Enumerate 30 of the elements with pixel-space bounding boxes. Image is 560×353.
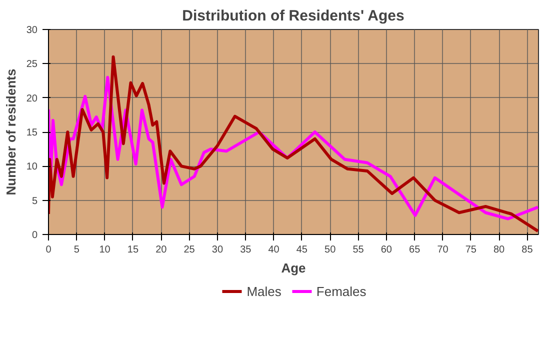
x-tick-label: 0 bbox=[46, 244, 52, 256]
x-tick-label: 55 bbox=[352, 244, 364, 256]
y-axis-title: Number of residents bbox=[3, 68, 18, 196]
y-tick-label: 15 bbox=[26, 128, 38, 138]
y-tick-label: 20 bbox=[26, 93, 38, 104]
x-tick-label: 35 bbox=[240, 244, 252, 256]
x-tick-label: 65 bbox=[409, 244, 421, 256]
x-tick-label: 30 bbox=[212, 244, 224, 256]
x-tick-label: 25 bbox=[184, 244, 196, 256]
chart-title: Distribution of Residents' Ages bbox=[182, 8, 404, 24]
y-tick-label: 30 bbox=[26, 25, 38, 36]
y-tick-label: 0 bbox=[32, 230, 38, 241]
x-tick-label: 50 bbox=[324, 244, 336, 256]
y-tick-label: 10 bbox=[26, 162, 38, 173]
x-tick-label: 60 bbox=[380, 244, 392, 256]
x-tick-label: 85 bbox=[522, 244, 534, 256]
y-tick-label: 5 bbox=[32, 196, 38, 207]
x-tick-label: 75 bbox=[465, 244, 477, 256]
x-tick-label: 5 bbox=[74, 244, 80, 256]
x-axis-title: Age bbox=[281, 260, 306, 276]
x-tick-label: 20 bbox=[156, 244, 168, 256]
x-tick-label: 70 bbox=[437, 244, 449, 256]
x-tick-label: 40 bbox=[268, 244, 280, 256]
x-tick-label: 15 bbox=[127, 244, 139, 256]
legend-label: Females bbox=[316, 284, 366, 298]
x-tick-label: 80 bbox=[494, 244, 506, 256]
x-tick-label: 10 bbox=[99, 244, 111, 256]
y-tick-label: 25 bbox=[26, 59, 38, 70]
x-tick-label: 45 bbox=[296, 244, 308, 256]
legend-label: Males bbox=[246, 284, 282, 298]
